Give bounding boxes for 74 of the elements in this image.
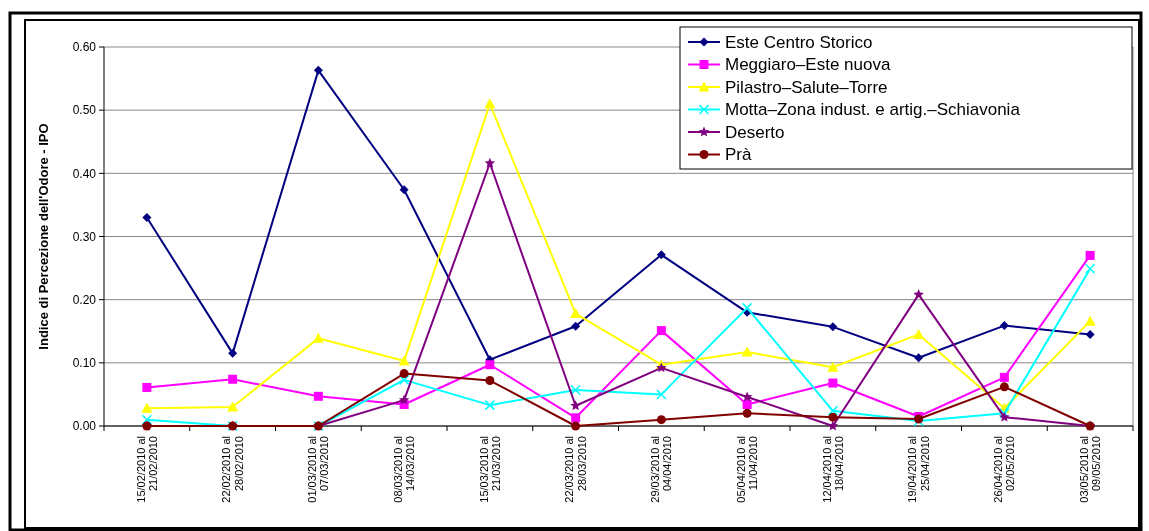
point (228, 348, 238, 358)
point (484, 98, 496, 109)
point (741, 302, 753, 314)
point (398, 394, 410, 405)
point (571, 421, 581, 431)
point (142, 382, 152, 392)
point (399, 369, 409, 379)
x-tick-label: 22/03/2010 al 28/03/2010 (563, 436, 588, 503)
point (141, 414, 153, 425)
point (228, 374, 238, 384)
point (1084, 315, 1096, 326)
y-tick-label: 0.60 (72, 40, 97, 55)
point (914, 353, 924, 363)
point (742, 400, 752, 410)
point (741, 346, 753, 357)
point (398, 374, 410, 386)
point (142, 213, 152, 223)
point (484, 157, 496, 168)
x-tick-label: 03/05/2010 al 09/05/2010 (1077, 436, 1103, 503)
point (1085, 250, 1095, 260)
x-tick-label: 19/04/2010 al 25/04/2010 (906, 436, 931, 503)
point (570, 308, 582, 319)
legend-label: Motta–Zona indust. e artig.–Schiavonia (725, 100, 1021, 120)
point (141, 402, 153, 413)
y-tick-label: 0.40 (72, 166, 97, 181)
point (827, 405, 839, 417)
legend-label: Prà (725, 145, 752, 165)
x-tick-label: 12/04/2010 al 18/04/2010 (820, 436, 845, 503)
point (313, 391, 323, 401)
x-tick-label: 08/03/2010 al 14/03/2010 (391, 436, 417, 503)
legend-label: Este Centro Storico (725, 32, 873, 52)
point (571, 321, 581, 331)
point (656, 326, 666, 336)
legend-label: Pilastro–Salute–Torre (725, 77, 888, 97)
y-axis-title: Indice di Percezione dell'Odore - IPO (36, 123, 51, 350)
legend-label: Deserto (725, 122, 785, 142)
point (999, 321, 1009, 331)
point (570, 384, 581, 396)
x-tick-label: 15/02/2010 al 21/02/2010 (134, 436, 159, 503)
x-tick-label: 22/02/2010 al 28/02/2010 (220, 436, 245, 503)
point (312, 332, 324, 343)
point (913, 328, 925, 339)
point (828, 412, 838, 422)
x-tick-label: 05/04/2010 al 11/04/2010 (734, 436, 760, 503)
point (398, 355, 410, 366)
point (828, 378, 838, 388)
point (485, 360, 495, 370)
point (999, 382, 1009, 392)
point (656, 389, 667, 400)
point (570, 400, 581, 411)
y-tick-label: 0.10 (72, 356, 97, 371)
point (227, 401, 239, 412)
x-tick-label: 01/03/2010 al 07/03/2010 (306, 436, 331, 503)
point (828, 322, 838, 332)
point (742, 408, 752, 418)
y-tick-label: 0.50 (72, 103, 97, 118)
x-tick-label: 15/03/2010 al 21/03/2010 (477, 436, 502, 503)
point (571, 413, 581, 423)
point (1084, 263, 1096, 274)
y-tick-label: 0.20 (72, 292, 97, 307)
point (399, 185, 409, 195)
legend-label: Meggiaro–Este nuova (725, 55, 891, 75)
point (313, 65, 323, 75)
x-tick-label: 29/03/2010 al 04/04/2010 (649, 436, 674, 503)
y-tick-label: 0.00 (72, 419, 97, 434)
point (999, 372, 1009, 382)
y-tick-label: 0.30 (72, 229, 97, 244)
point (485, 376, 495, 386)
point (656, 415, 666, 425)
point (484, 399, 496, 411)
point (1085, 329, 1095, 339)
x-tick-label: 26/04/2010 al 02/05/2010 (992, 436, 1017, 503)
point (827, 361, 839, 372)
point (656, 250, 666, 260)
